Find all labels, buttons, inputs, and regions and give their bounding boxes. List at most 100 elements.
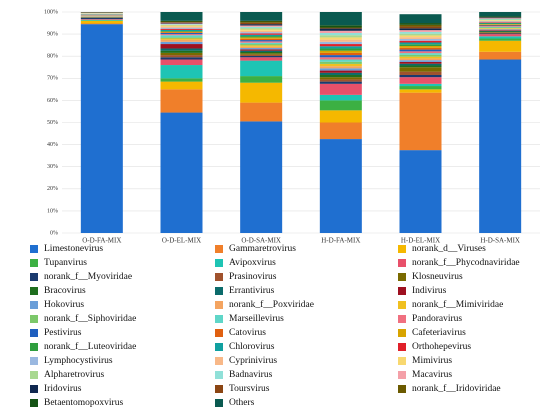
bar-segment (399, 47, 442, 50)
bar-segment (399, 14, 442, 24)
bar-segment (240, 102, 283, 122)
bar-segment (240, 45, 283, 47)
bar-segment (240, 30, 283, 33)
bar-segment (160, 39, 203, 42)
legend-label: Klosneuvirus (412, 272, 463, 282)
legend-swatch (30, 301, 38, 309)
bar-segment (160, 12, 203, 21)
legend-label: Pandoravirus (412, 314, 462, 324)
legend-swatch (215, 273, 223, 281)
bar-segment (399, 71, 442, 75)
legend-label: norank_d__Viruses (412, 244, 486, 254)
bar-segment (160, 41, 203, 45)
y-tick-label: 50% (47, 120, 58, 126)
bar-segment (160, 89, 203, 113)
legend-swatch (30, 399, 38, 407)
bar-segment (240, 60, 283, 77)
bar-segment (160, 22, 203, 24)
x-tick-label: H-D-FA-MIX (321, 237, 360, 245)
legend-swatch (30, 273, 38, 281)
bar-segment (399, 74, 442, 78)
bar-segment (319, 74, 362, 78)
bar-segment (160, 52, 203, 56)
bar-segment (160, 29, 203, 32)
bar-segment (160, 38, 203, 40)
legend-label: Chlorovirus (229, 342, 275, 352)
bar-segment (479, 18, 522, 20)
legend-label: norank_f__Myoviridae (44, 271, 132, 282)
bar-segment (399, 49, 442, 52)
bar-segment (160, 27, 203, 29)
bar-segment (319, 30, 362, 33)
bar-segment (479, 32, 522, 33)
bar-segment (479, 23, 522, 25)
legend-swatch (398, 273, 406, 281)
bar-segment (399, 63, 442, 66)
legend-swatch (30, 245, 38, 253)
bar-segment (160, 25, 203, 27)
bar-segment (479, 34, 522, 37)
bar-segment (319, 63, 362, 67)
legend-swatch (398, 385, 406, 393)
bar-segment (399, 54, 442, 57)
legend-label: Macavirus (412, 370, 452, 380)
bar-segment (240, 33, 283, 35)
bar-segment (399, 40, 442, 43)
bar-segment (399, 35, 442, 38)
legend-label: Catovirus (229, 328, 266, 338)
bar-segment (319, 39, 362, 42)
y-tick-label: 40% (47, 142, 58, 148)
bar-segment (319, 28, 362, 29)
bar-segment (399, 28, 442, 31)
bar-segment (319, 35, 362, 38)
bar-segment (399, 46, 442, 48)
bar-segment (160, 24, 203, 26)
legend-swatch (30, 315, 38, 323)
bar-segment (80, 20, 123, 24)
bar-segment (240, 54, 283, 56)
bar-segment (240, 12, 283, 21)
bar-segment (479, 26, 522, 28)
bar-segment (479, 24, 522, 26)
legend-label: Betaentomopoxvirus (44, 398, 123, 408)
y-tick-label: 60% (47, 98, 58, 104)
bar-segment (240, 52, 283, 54)
legend-label: Limestonevirus (44, 244, 103, 254)
legend-label: Hokovirus (44, 300, 84, 310)
bar-segment (479, 27, 522, 29)
legend-label: Iridovirus (44, 384, 82, 394)
bar-segment (399, 67, 442, 72)
legend-swatch (215, 329, 223, 337)
bar-segment (240, 28, 283, 30)
bar-segment (160, 65, 203, 79)
legend-swatch (398, 371, 406, 379)
bar-segment (160, 112, 203, 233)
bar-segment (80, 17, 123, 20)
bar-segment (160, 37, 203, 39)
bar-segment (240, 48, 283, 50)
legend-swatch (215, 357, 223, 365)
bar-segment (240, 76, 283, 83)
bar-segment (319, 41, 362, 45)
bar-segment (160, 78, 203, 82)
bar-segment (399, 56, 442, 59)
legend-swatch (30, 343, 38, 351)
bar-segment (319, 25, 362, 28)
bar-segment (160, 81, 203, 90)
legend-label: norank_f__Luteoviridae (44, 341, 136, 352)
bar-segment (160, 26, 203, 28)
bar-segment (399, 65, 442, 68)
legend-swatch (30, 287, 38, 295)
legend-label: Marseillevirus (229, 314, 284, 324)
bar-segment (479, 20, 522, 22)
bar-segment (240, 34, 283, 37)
bar-segment (319, 68, 362, 71)
bar-segment (479, 28, 522, 29)
legend-swatch (215, 245, 223, 253)
bar-segment (319, 77, 362, 80)
bar-segment (240, 82, 283, 103)
x-tick-label: O-D-SA-MIX (241, 237, 281, 245)
bar-segment (319, 122, 362, 140)
bar-segment (319, 70, 362, 73)
bar-segment (240, 38, 283, 41)
